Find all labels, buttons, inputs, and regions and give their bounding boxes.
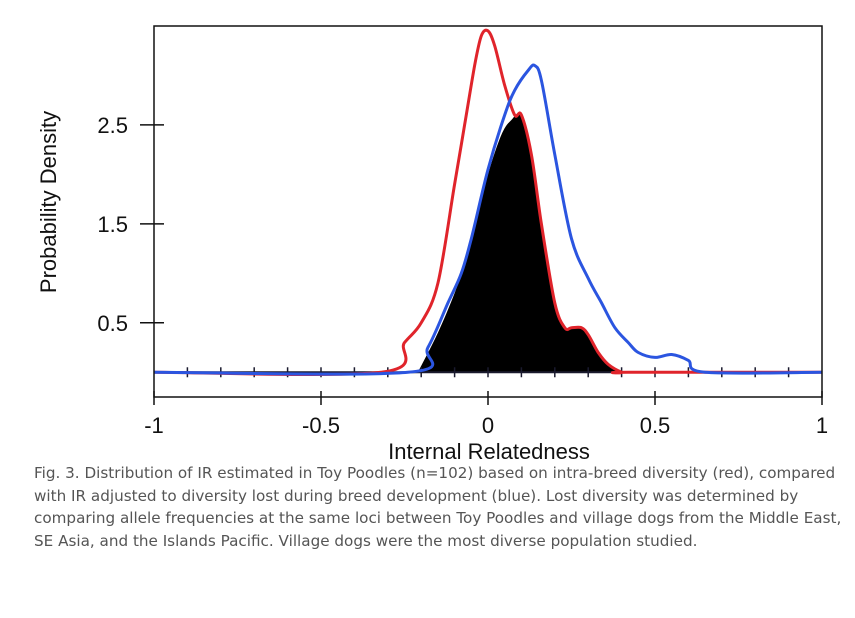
x-tick-label: 1 bbox=[816, 413, 828, 438]
density-curve-blue bbox=[153, 63, 823, 376]
overlap-filled-area bbox=[417, 112, 622, 373]
y-tick-label: 2.5 bbox=[97, 113, 128, 138]
figure-caption: Fig. 3. Distribution of IR estimated in … bbox=[34, 464, 842, 550]
y-axis-title: Probability Density bbox=[36, 111, 61, 293]
y-tick-label: 0.5 bbox=[97, 311, 128, 336]
x-tick-label: 0 bbox=[482, 413, 494, 438]
x-tick-label: -1 bbox=[144, 413, 164, 438]
density-chart: -1 -0.5 0 0.5 1 0.5 1.5 2.5 Internal Relatednes… bbox=[36, 25, 828, 460]
x-axis-title: Internal Relatedness bbox=[388, 439, 590, 460]
x-tick-label: 0.5 bbox=[640, 413, 671, 438]
y-tick-label: 1.5 bbox=[97, 212, 128, 237]
x-tick-label: -0.5 bbox=[302, 413, 340, 438]
density-curve-red bbox=[153, 28, 822, 376]
chart-figure: -1 -0.5 0 0.5 1 0.5 1.5 2.5 Internal Relatednes… bbox=[36, 25, 828, 460]
